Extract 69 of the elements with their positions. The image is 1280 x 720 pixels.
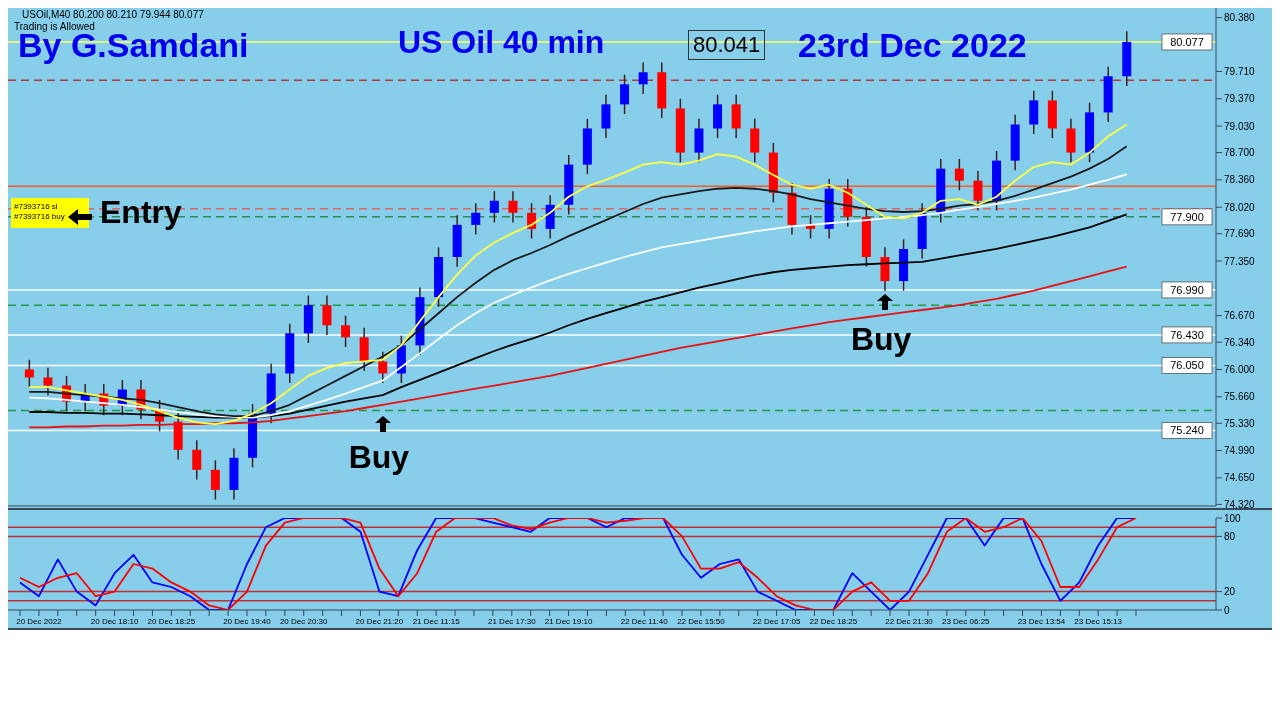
candlestick <box>508 190 518 224</box>
y-tick-label: 76.000 <box>1224 364 1256 375</box>
y-tick-label: 75.330 <box>1224 417 1256 429</box>
x-tick-label: 20 Dec 19:40 <box>223 616 272 626</box>
y-tick-label: 80 <box>1224 530 1236 542</box>
y-tick-label: 78.020 <box>1224 201 1256 213</box>
annotation: 80.041 <box>688 29 766 60</box>
x-tick-label: 22 Dec 21:30 <box>885 616 934 626</box>
candlestick <box>341 314 351 348</box>
text: US Oil 40 min <box>398 24 605 61</box>
annotation: 23rd Dec 2022 <box>798 26 1027 65</box>
x-tick-label: 20 Dec 18:10 <box>90 616 139 626</box>
ref-line-label: 76.050 <box>1170 359 1204 372</box>
candlestick <box>973 170 983 212</box>
x-tick-label: 21 Dec 17:30 <box>488 616 537 626</box>
y-tick-label: 74.990 <box>1224 445 1256 457</box>
candlestick <box>954 158 964 192</box>
line-series <box>19 518 1137 610</box>
y-tick-label: 78.700 <box>1224 147 1256 159</box>
candlestick <box>489 190 499 224</box>
y-tick-label: 77.350 <box>1224 255 1256 267</box>
y-tick-label: 79.030 <box>1224 120 1256 132</box>
x-tick-label: 23 Dec 06:25 <box>941 616 991 626</box>
y-tick-label: 77.690 <box>1224 228 1256 240</box>
annotation: Trading is Allowed <box>14 21 95 32</box>
x-tick-label: 20 Dec 18:25 <box>147 616 196 626</box>
annotation: Buy <box>348 439 410 477</box>
ref-line-label: 76.430 <box>1170 328 1204 341</box>
candlestick <box>620 73 630 115</box>
x-tick-label: 20 Dec 21:20 <box>355 616 404 626</box>
annotation: Buy <box>850 321 912 359</box>
x-tick-label: 22 Dec 17:05 <box>752 616 801 626</box>
candlestick <box>43 367 53 396</box>
ref-line-label: 76.990 <box>1170 283 1204 296</box>
candlestick <box>210 459 220 501</box>
y-tick-label: 100 <box>1224 512 1242 524</box>
y-tick-label: 80.380 <box>1224 12 1256 24</box>
y-tick-label: 75.660 <box>1224 391 1256 403</box>
y-tick-label: 76.670 <box>1224 310 1256 322</box>
ref-line-label: 77.900 <box>1170 210 1204 223</box>
x-tick-label: 21 Dec 19:10 <box>544 616 593 626</box>
y-tick-label: 79.370 <box>1224 93 1256 105</box>
x-tick-label: 22 Dec 11:40 <box>620 616 669 626</box>
y-tick-label: 0 <box>1224 604 1230 616</box>
candlestick <box>378 351 388 384</box>
candlestick <box>192 439 202 481</box>
x-tick-label: 22 Dec 18:25 <box>809 616 858 626</box>
x-tick-label: 23 Dec 15:13 <box>1074 616 1123 626</box>
y-tick-label: 20 <box>1224 586 1236 598</box>
x-tick-label: 20 Dec 20:30 <box>279 616 329 626</box>
candlestick <box>638 61 648 95</box>
x-tick-label: 21 Dec 11:15 <box>412 616 461 626</box>
annotation: #7393716 sl <box>14 202 58 211</box>
y-tick-label: 78.360 <box>1224 174 1256 186</box>
x-tick-label: 22 Dec 15:50 <box>677 616 726 626</box>
x-tick-label: 23 Dec 13:54 <box>1017 616 1066 626</box>
y-tick-label: 76.340 <box>1224 336 1256 348</box>
y-tick-label: 74.650 <box>1224 472 1256 484</box>
candlestick <box>322 294 332 336</box>
candlestick <box>24 359 34 388</box>
x-tick-label: 20 Dec 2022 <box>16 616 63 626</box>
y-tick-label: 74.320 <box>1224 498 1256 510</box>
ref-line-label: 80.077 <box>1170 35 1204 48</box>
candlestick <box>471 202 481 236</box>
annotation: USOil,M40 80.200 80.210 79.944 80.077 <box>22 9 204 20</box>
annotation: #7393716 buy <box>14 212 65 221</box>
ref-line-label: 75.240 <box>1170 424 1204 437</box>
y-tick-label: 79.710 <box>1224 66 1256 77</box>
line-series <box>28 265 1128 429</box>
